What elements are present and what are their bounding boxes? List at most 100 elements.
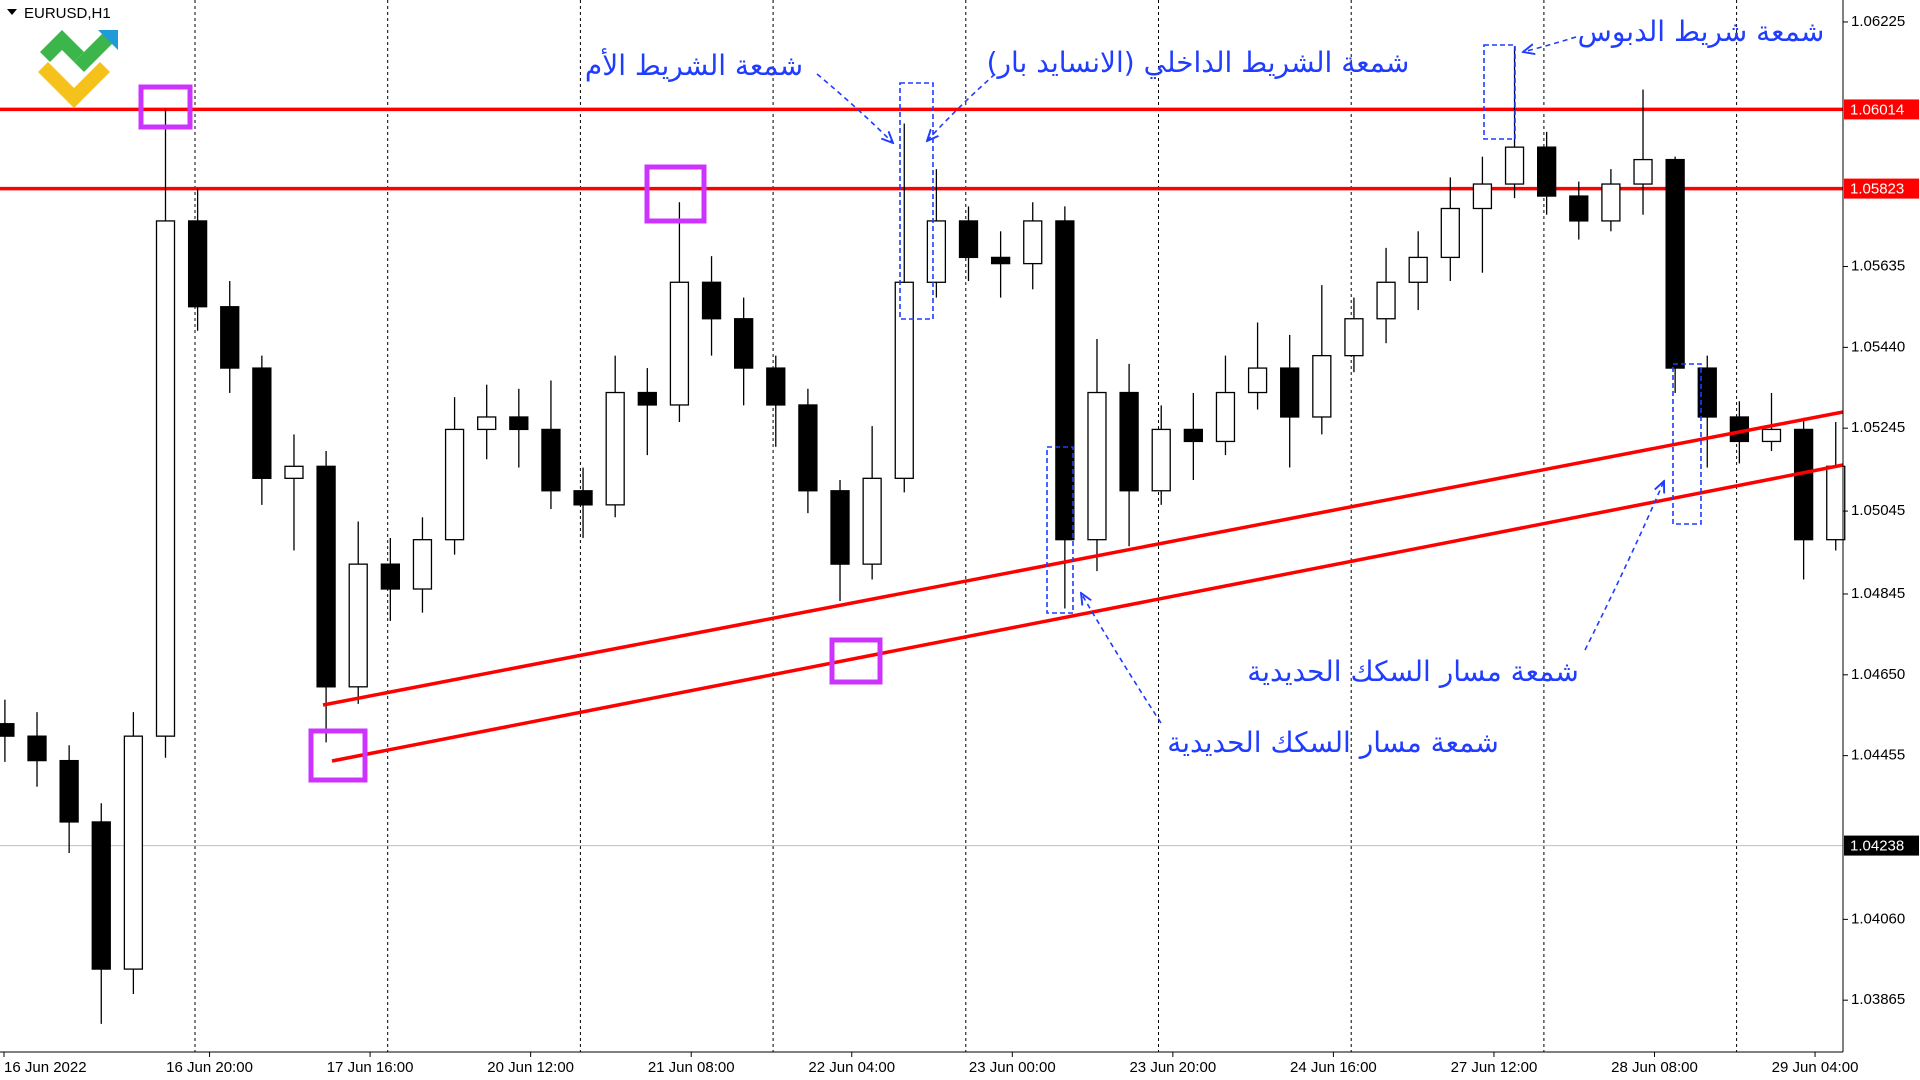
candle-body: [477, 416, 497, 431]
candle-body: [1055, 220, 1075, 541]
y-tick-label: 1.05635: [1851, 257, 1905, 274]
candle-body: [187, 220, 208, 308]
annotation: شمعة مسار السكك الحديدية: [1247, 655, 1579, 688]
candle-body: [1087, 391, 1107, 541]
candle-body: [444, 428, 465, 541]
x-tick-label: 27 Jun 12:00: [1451, 1059, 1538, 1076]
candle-body: [1312, 354, 1332, 418]
x-tick-label: 23 Jun 00:00: [969, 1059, 1056, 1076]
candle-body: [1472, 183, 1493, 210]
candle-body: [252, 367, 272, 479]
candle-body: [1119, 391, 1139, 492]
logo: [38, 30, 118, 108]
candle-body: [1601, 183, 1621, 222]
candle-body: [1408, 256, 1428, 283]
candle-body: [348, 563, 368, 688]
candle-body: [1504, 146, 1525, 185]
axes-layer: 1.06225 1.05635 1.05440 1.05245 1.05045 1.048…: [3, 13, 1919, 1076]
candle-body: [926, 220, 947, 283]
candle-body: [1376, 281, 1396, 320]
y-tick-label: 1.05440: [1851, 338, 1905, 355]
levels-layer: [0, 107, 1843, 847]
candle-body: [380, 563, 400, 590]
x-tick-label: 28 Jun 08:00: [1611, 1059, 1698, 1076]
candle-body: [1440, 207, 1460, 259]
candle-body: [1697, 367, 1717, 418]
arrow: [1584, 481, 1664, 651]
candle-body: [0, 723, 15, 737]
candle-body: [1344, 318, 1364, 357]
candle-body: [637, 391, 657, 406]
price-tag: [1844, 99, 1919, 120]
candle-body: [1151, 428, 1171, 492]
highlight-box: [138, 84, 193, 130]
candle-body: [605, 391, 625, 506]
annotation: شمعة الشريط الداخلي (الانسايد بار): [987, 46, 1410, 79]
candles-layer: [0, 46, 1846, 1024]
candle-body: [1633, 158, 1653, 185]
highlight-box: [308, 728, 368, 783]
pattern-box: [1672, 363, 1702, 525]
candle-body: [412, 539, 433, 590]
arrow: [927, 73, 996, 141]
candle-body: [220, 306, 240, 369]
price-tag-label: 1.04238: [1850, 838, 1904, 855]
candle-body: [862, 477, 882, 565]
x-tick-label: 16 Jun 20:00: [166, 1059, 253, 1076]
pattern-box: [1483, 44, 1516, 140]
candle-body: [1023, 220, 1043, 265]
y-tick-label: 1.04845: [1851, 585, 1905, 602]
x-tick-label: 17 Jun 16:00: [327, 1059, 414, 1076]
price-tag: [1844, 835, 1919, 856]
candle-body: [27, 735, 47, 762]
trend-line: [331, 463, 1844, 763]
candle-body: [990, 256, 1011, 265]
y-tick-label: 1.04455: [1851, 747, 1905, 764]
pattern-box: [899, 82, 934, 320]
annotation: شمعة مسار السكك الحديدية: [1167, 726, 1499, 759]
price-tag-label: 1.05823: [1850, 181, 1904, 198]
arrow: [1523, 36, 1577, 52]
candle-body: [155, 220, 176, 737]
candle-body: [573, 490, 593, 506]
y-tick-label: 1.06225: [1851, 13, 1905, 30]
annotation: شمعة الشريط الأم: [585, 47, 803, 82]
y-tick-label: 1.03865: [1851, 991, 1905, 1008]
chart-title: EURUSD,H1: [24, 5, 111, 22]
y-tick-label: 1.05245: [1851, 419, 1905, 436]
x-tick-label: 29 Jun 04:00: [1772, 1059, 1859, 1076]
x-tick-label: 22 Jun 04:00: [808, 1059, 895, 1076]
candle-body: [91, 821, 111, 970]
arrow: [1081, 593, 1162, 724]
x-tick-label: 16 Jun 2022: [4, 1059, 87, 1076]
candle-body: [894, 281, 914, 479]
candle-body: [958, 220, 979, 259]
candle-body: [766, 367, 786, 406]
candle-body: [284, 465, 304, 479]
candle-body: [123, 735, 144, 970]
annotation: شمعة شريط الدبوس: [1578, 15, 1825, 48]
candle-body: [1761, 428, 1782, 443]
candle-body: [509, 416, 529, 431]
candle-body: [1569, 195, 1589, 222]
candle-body: [1793, 428, 1814, 541]
x-tick-label: 24 Jun 16:00: [1290, 1059, 1377, 1076]
candle-body: [316, 465, 336, 688]
candle-body: [734, 318, 754, 369]
arrow: [816, 73, 893, 143]
candle-body: [1215, 391, 1236, 443]
y-tick-label: 1.04650: [1851, 666, 1905, 683]
candle-body: [669, 281, 690, 406]
price-tag: [1844, 178, 1919, 199]
candle-body: [798, 404, 818, 492]
candle-body: [541, 428, 561, 492]
pattern-box: [1046, 446, 1074, 614]
candle-body: [1826, 465, 1846, 541]
candle-body: [59, 759, 79, 823]
candle-body: [1537, 146, 1557, 197]
candle-body: [1247, 367, 1268, 394]
